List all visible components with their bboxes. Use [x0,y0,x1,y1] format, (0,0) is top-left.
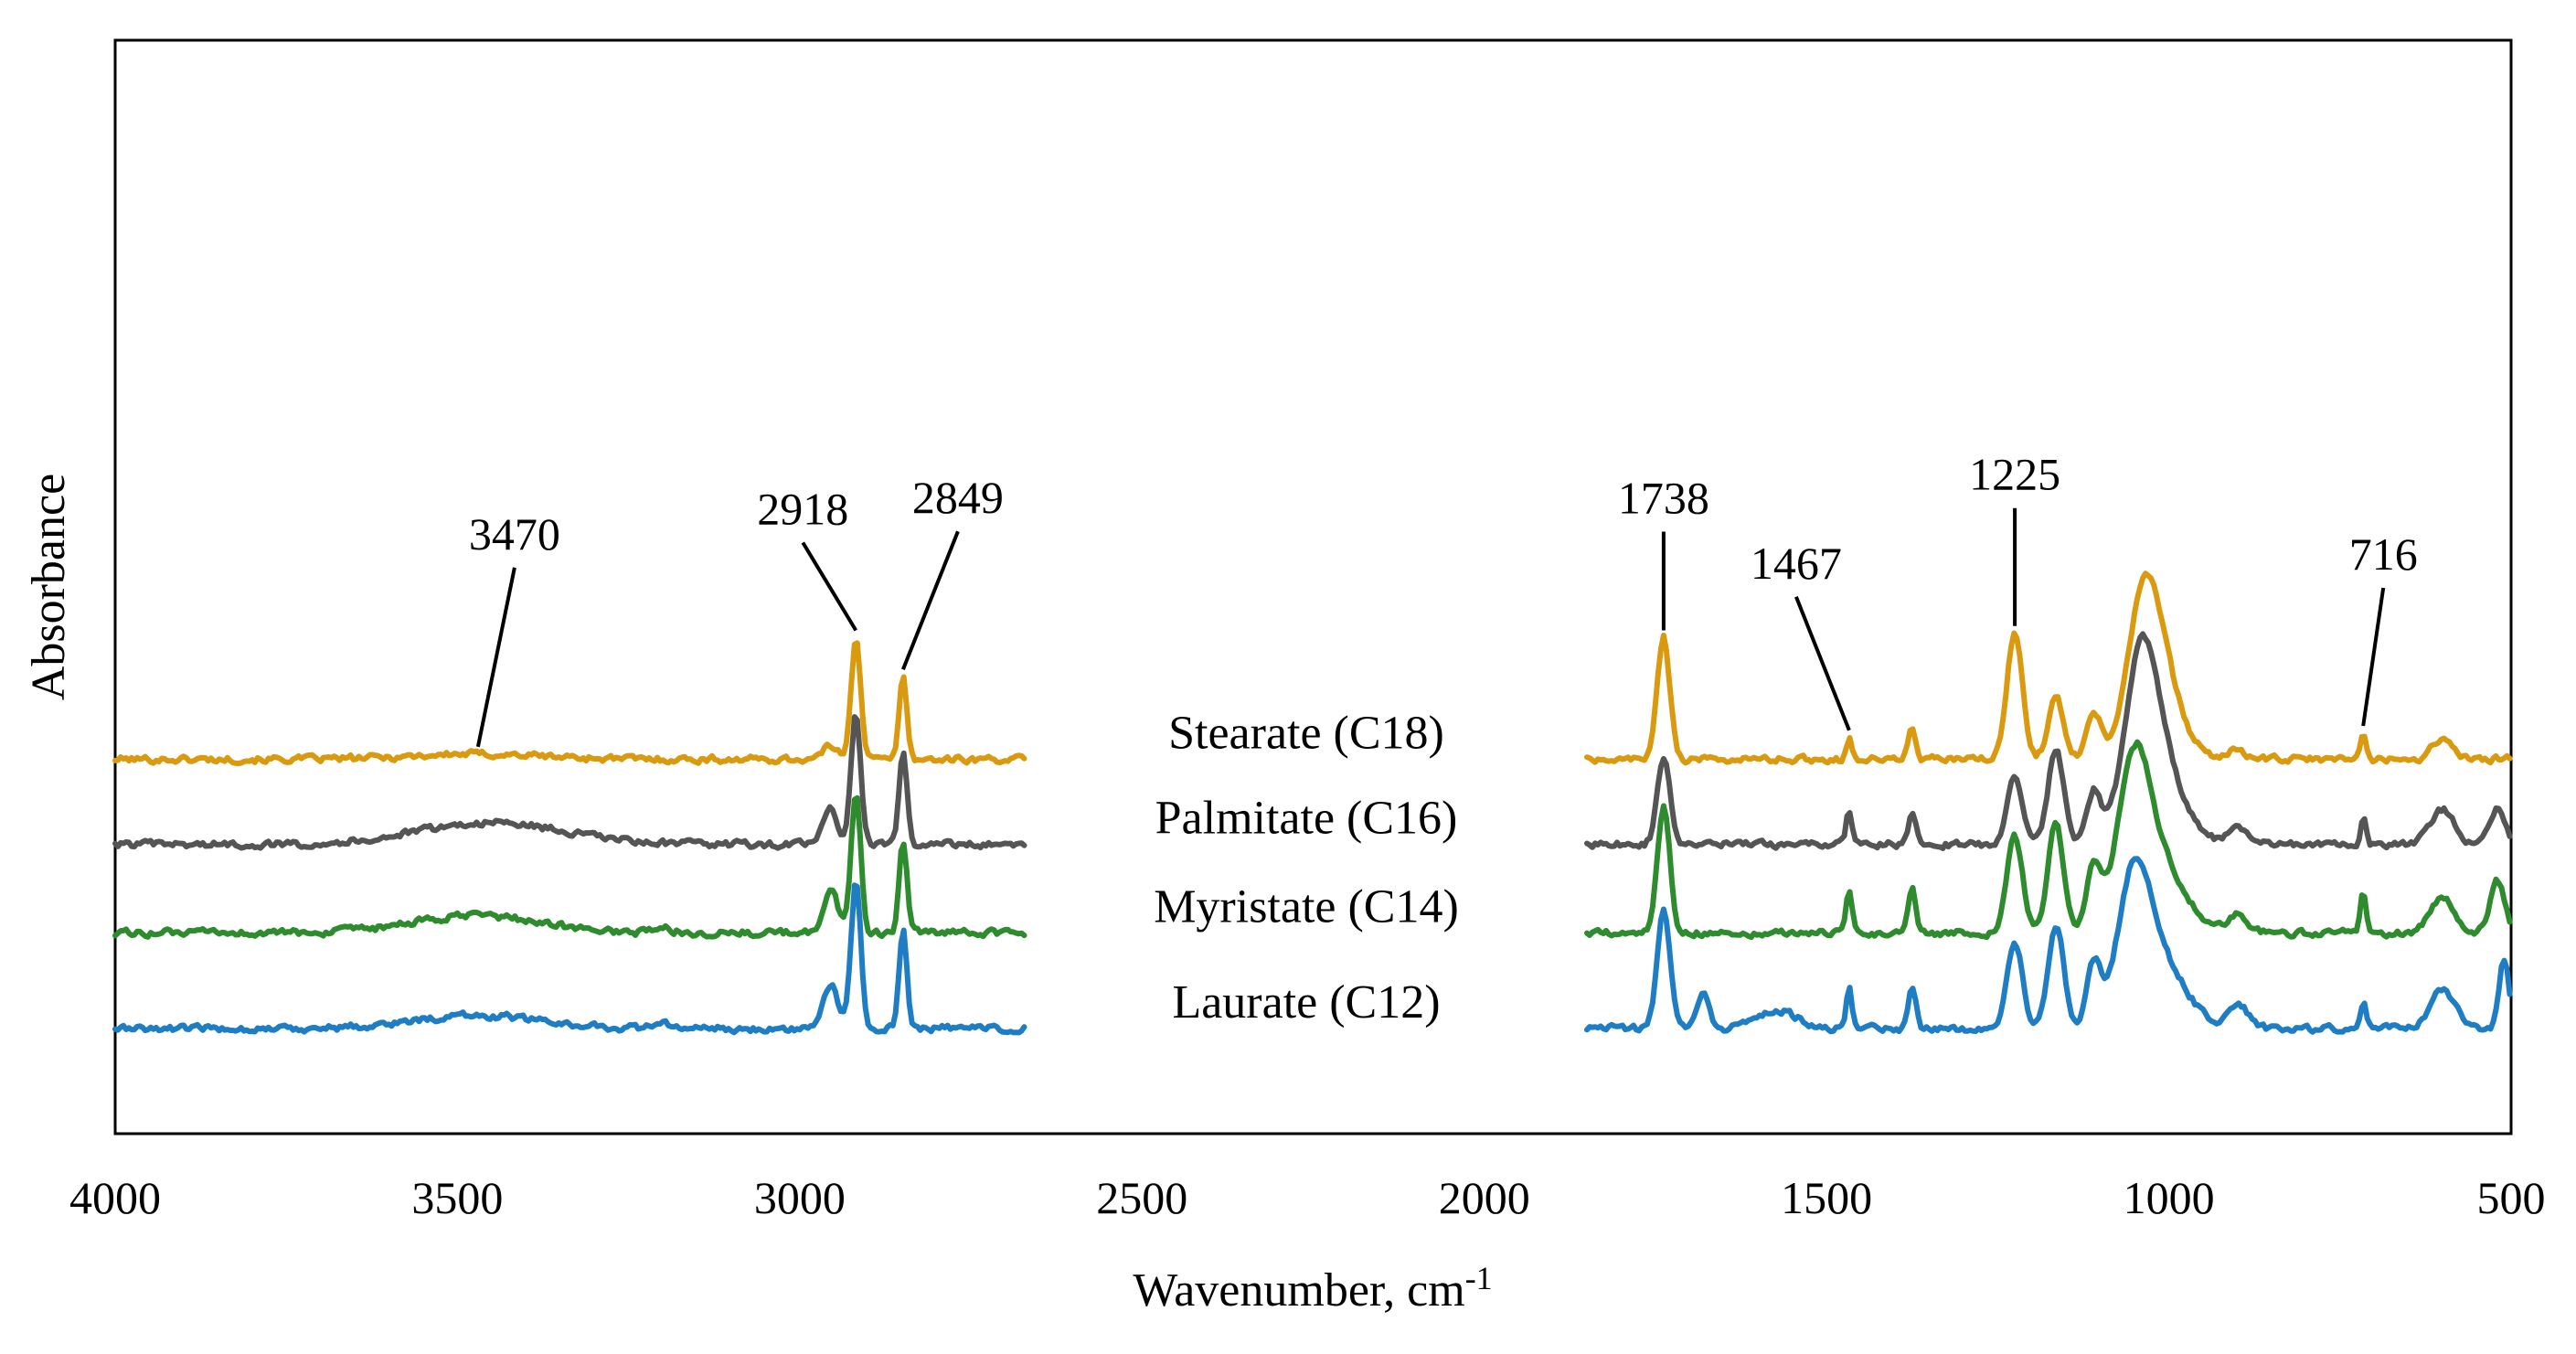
peak-label-2849: 2849 [912,472,1004,523]
x-axis-title: Wavenumber, cm-1 [1133,1260,1492,1317]
series-line-palmitate-high [112,714,1027,851]
series-line-myristate-high [112,794,1027,940]
plot-frame [113,38,2513,1135]
x-tick-label-4000: 4000 [69,1172,161,1223]
peak-label-1225: 1225 [1969,449,2060,500]
series-label-myristate: Myristate (C14) [1154,881,1459,933]
series-line-stearate-low [1584,570,2513,766]
x-tick-label-1000: 1000 [2124,1172,2215,1223]
x-tick-labels: 4000 3500 3000 2500 2000 1500 1000 500 [69,1172,2546,1223]
x-tick-label-2000: 2000 [1439,1172,1530,1223]
leader-line-716 [2361,587,2386,727]
peak-label-1467: 1467 [1751,538,1842,589]
series-label-stearate: Stearate (C18) [1168,708,1444,760]
peak-label-1738: 1738 [1618,473,1709,524]
series-line-laurate-low [1584,856,2513,1035]
series-line-laurate-high [112,882,1027,1036]
x-tick-label-3500: 3500 [411,1172,503,1223]
annotation-layer: 3470 2918 2849 1738 1467 1225 716 [469,449,2418,748]
series-line-stearate-high [112,640,1027,767]
series-layer [112,570,2513,1036]
leader-line-2849 [901,530,960,670]
series-label-palmitate: Palmitate (C16) [1155,793,1458,845]
leader-line-2918 [801,541,858,632]
series-label-laurate: Laurate (C12) [1172,976,1440,1029]
peak-label-2918: 2918 [757,484,848,535]
x-axis-title-superscript: -1 [1465,1260,1493,1296]
series-line-myristate-low [1584,739,2513,941]
y-axis-title: Absorbance [23,474,75,700]
x-axis-title-text: Wavenumber, cm [1133,1264,1464,1317]
leader-line-1467 [1794,596,1851,731]
peak-label-716: 716 [2349,528,2418,580]
peak-label-3470: 3470 [469,508,560,560]
x-tick-label-500: 500 [2477,1172,2546,1223]
x-tick-label-3000: 3000 [754,1172,846,1223]
series-line-palmitate-low [1584,631,2513,851]
x-tick-label-1500: 1500 [1781,1172,1872,1223]
series-label-layer: Stearate (C18) Palmitate (C16) Myristate (… [1154,708,1459,1029]
leader-line-3470 [475,567,516,748]
x-tick-label-2500: 2500 [1096,1172,1187,1223]
